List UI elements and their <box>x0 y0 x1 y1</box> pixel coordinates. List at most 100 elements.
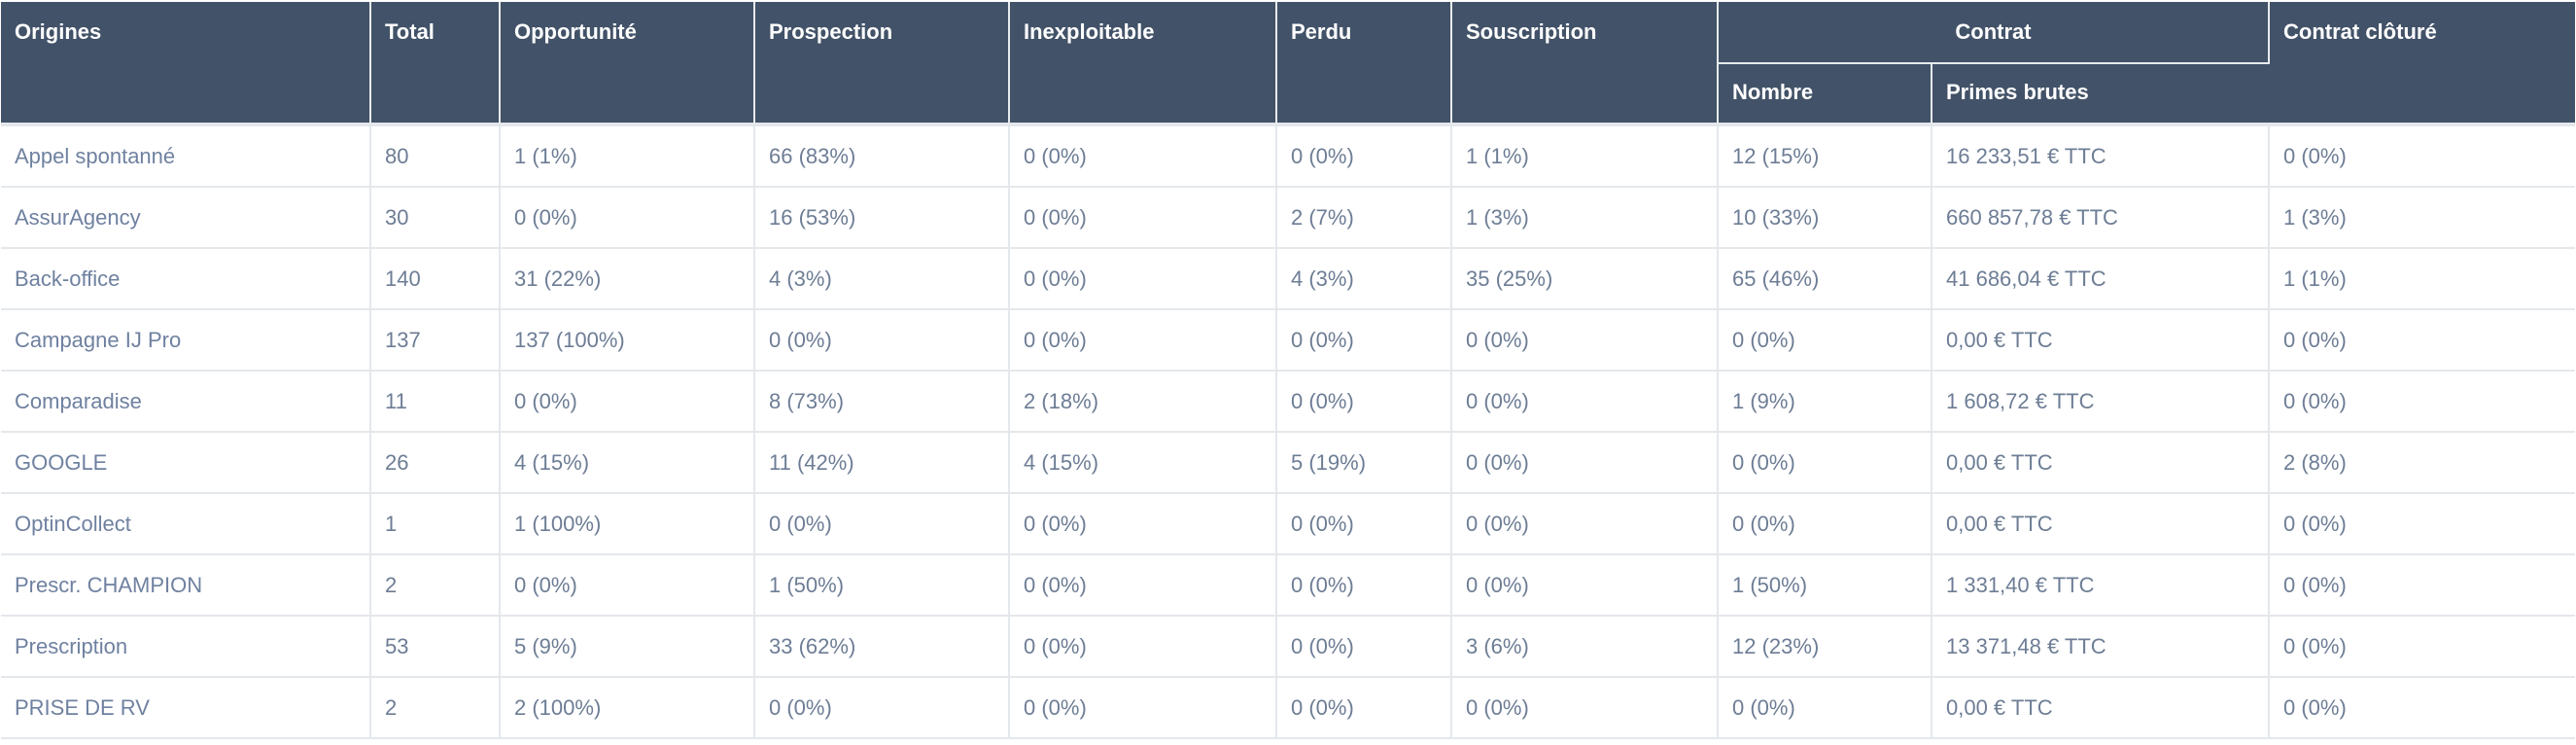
table-row[interactable]: Prescr. CHAMPION 2 0 (0%) 1 (50%) 0 (0%) 0 (0… <box>1 554 2575 617</box>
cell-origine: Back-office <box>1 248 371 310</box>
table-row[interactable]: Back-office 140 31 (22%) 4 (3%) 0 (0%) 4 (3%)… <box>1 248 2575 310</box>
cell-inexploitable: 2 (18%) <box>1009 371 1277 433</box>
cell-primes-brutes: 1 608,72 € TTC <box>1932 371 2270 433</box>
cell-total: 2 <box>370 554 501 617</box>
cell-total: 2 <box>370 677 501 739</box>
cell-origine: AssurAgency <box>1 187 371 249</box>
cell-prospection: 8 (73%) <box>754 371 1010 433</box>
header-origines[interactable]: Origines <box>1 2 371 124</box>
cell-perdu: 0 (0%) <box>1276 123 1452 188</box>
cell-contrat-cloture: 0 (0%) <box>2269 309 2575 372</box>
cell-primes-brutes: 0,00 € TTC <box>1932 493 2270 555</box>
cell-primes-brutes: 660 857,78 € TTC <box>1932 187 2270 249</box>
cell-contrat-cloture: 0 (0%) <box>2269 123 2575 188</box>
table-row[interactable]: AssurAgency 30 0 (0%) 16 (53%) 0 (0%) 2 (7%) 1… <box>1 187 2575 249</box>
cell-perdu: 2 (7%) <box>1276 187 1452 249</box>
cell-perdu: 0 (0%) <box>1276 677 1452 739</box>
cell-contrat-nombre: 10 (33%) <box>1718 187 1932 249</box>
header-contrat-cloture[interactable]: Contrat clôturé <box>2269 2 2575 124</box>
cell-prospection: 1 (50%) <box>754 554 1010 617</box>
cell-perdu: 0 (0%) <box>1276 493 1452 555</box>
cell-total: 53 <box>370 616 501 678</box>
cell-contrat-cloture: 2 (8%) <box>2269 432 2575 494</box>
cell-inexploitable: 0 (0%) <box>1009 616 1277 678</box>
cell-origine: Prescription <box>1 616 371 678</box>
cell-total: 137 <box>370 309 501 372</box>
cell-opportunite: 5 (9%) <box>500 616 755 678</box>
table-body: Appel spontanné 80 1 (1%) 66 (83%) 0 (0%) 0 (… <box>1 123 2575 739</box>
cell-opportunite: 1 (100%) <box>500 493 755 555</box>
table-row[interactable]: Prescription 53 5 (9%) 33 (62%) 0 (0%) 0 (0%)… <box>1 616 2575 678</box>
header-total[interactable]: Total <box>370 2 501 124</box>
cell-total: 1 <box>370 493 501 555</box>
cell-prospection: 0 (0%) <box>754 309 1010 372</box>
cell-contrat-nombre: 0 (0%) <box>1718 677 1932 739</box>
cell-contrat-nombre: 1 (9%) <box>1718 371 1932 433</box>
cell-contrat-nombre: 12 (23%) <box>1718 616 1932 678</box>
cell-origine: Comparadise <box>1 371 371 433</box>
cell-total: 26 <box>370 432 501 494</box>
cell-souscription: 0 (0%) <box>1451 309 1719 372</box>
cell-opportunite: 1 (1%) <box>500 123 755 188</box>
header-nombre[interactable]: Nombre <box>1718 62 1932 124</box>
cell-contrat-cloture: 1 (3%) <box>2269 187 2575 249</box>
cell-origine: Prescr. CHAMPION <box>1 554 371 617</box>
cell-primes-brutes: 16 233,51 € TTC <box>1932 123 2270 188</box>
cell-opportunite: 2 (100%) <box>500 677 755 739</box>
cell-inexploitable: 0 (0%) <box>1009 187 1277 249</box>
cell-prospection: 33 (62%) <box>754 616 1010 678</box>
cell-contrat-nombre: 0 (0%) <box>1718 493 1932 555</box>
cell-primes-brutes: 0,00 € TTC <box>1932 432 2270 494</box>
cell-opportunite: 0 (0%) <box>500 187 755 249</box>
cell-opportunite: 137 (100%) <box>500 309 755 372</box>
table-row[interactable]: Appel spontanné 80 1 (1%) 66 (83%) 0 (0%) 0 (… <box>1 123 2575 188</box>
table-row[interactable]: Campagne IJ Pro 137 137 (100%) 0 (0%) 0 (0%)… <box>1 309 2575 372</box>
table-header: Origines Total Opportunité Prospection I… <box>1 2 2575 124</box>
cell-perdu: 4 (3%) <box>1276 248 1452 310</box>
cell-opportunite: 0 (0%) <box>500 554 755 617</box>
cell-perdu: 0 (0%) <box>1276 309 1452 372</box>
cell-inexploitable: 0 (0%) <box>1009 493 1277 555</box>
cell-primes-brutes: 41 686,04 € TTC <box>1932 248 2270 310</box>
header-souscription[interactable]: Souscription <box>1451 2 1719 124</box>
header-perdu[interactable]: Perdu <box>1276 2 1452 124</box>
cell-total: 140 <box>370 248 501 310</box>
cell-souscription: 0 (0%) <box>1451 371 1719 433</box>
cell-total: 80 <box>370 123 501 188</box>
cell-contrat-nombre: 12 (15%) <box>1718 123 1932 188</box>
header-contrat-group: Contrat <box>1718 2 2270 63</box>
cell-perdu: 0 (0%) <box>1276 616 1452 678</box>
cell-contrat-nombre: 0 (0%) <box>1718 432 1932 494</box>
table-row[interactable]: Comparadise 11 0 (0%) 8 (73%) 2 (18%) 0 (0%) 0… <box>1 371 2575 433</box>
table-row[interactable]: OptinCollect 1 1 (100%) 0 (0%) 0 (0%) 0 (0%) 0… <box>1 493 2575 555</box>
cell-contrat-nombre: 0 (0%) <box>1718 309 1932 372</box>
header-primes-brutes[interactable]: Primes brutes <box>1932 62 2269 124</box>
cell-contrat-cloture: 0 (0%) <box>2269 371 2575 433</box>
cell-prospection: 0 (0%) <box>754 677 1010 739</box>
cell-inexploitable: 4 (15%) <box>1009 432 1277 494</box>
cell-prospection: 11 (42%) <box>754 432 1010 494</box>
cell-souscription: 3 (6%) <box>1451 616 1719 678</box>
cell-contrat-cloture: 0 (0%) <box>2269 677 2575 739</box>
cell-souscription: 1 (1%) <box>1451 123 1719 188</box>
cell-origine: PRISE DE RV <box>1 677 371 739</box>
cell-perdu: 5 (19%) <box>1276 432 1452 494</box>
cell-souscription: 35 (25%) <box>1451 248 1719 310</box>
cell-prospection: 16 (53%) <box>754 187 1010 249</box>
cell-origine: OptinCollect <box>1 493 371 555</box>
header-inexploitable[interactable]: Inexploitable <box>1009 2 1277 124</box>
cell-contrat-cloture: 1 (1%) <box>2269 248 2575 310</box>
cell-souscription: 0 (0%) <box>1451 493 1719 555</box>
cell-contrat-cloture: 0 (0%) <box>2269 616 2575 678</box>
cell-origine: GOOGLE <box>1 432 371 494</box>
cell-inexploitable: 0 (0%) <box>1009 248 1277 310</box>
cell-primes-brutes: 1 331,40 € TTC <box>1932 554 2270 617</box>
header-prospection[interactable]: Prospection <box>754 2 1010 124</box>
table-row[interactable]: GOOGLE 26 4 (15%) 11 (42%) 4 (15%) 5 (19%) 0 (… <box>1 432 2575 494</box>
cell-contrat-nombre: 65 (46%) <box>1718 248 1932 310</box>
cell-origine: Appel spontanné <box>1 123 371 188</box>
cell-opportunite: 31 (22%) <box>500 248 755 310</box>
table-row[interactable]: PRISE DE RV 2 2 (100%) 0 (0%) 0 (0%) 0 (0%) 0 … <box>1 677 2575 739</box>
header-opportunite[interactable]: Opportunité <box>500 2 755 124</box>
